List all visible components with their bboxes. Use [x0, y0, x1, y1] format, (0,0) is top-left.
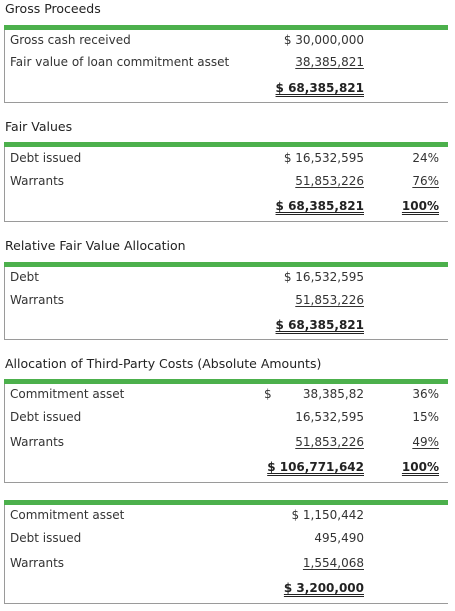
row-percent: 49% — [412, 435, 439, 449]
dollar-sign: $ — [264, 387, 272, 401]
total-amount: $ 68,385,821 — [275, 199, 364, 213]
row-label: Debt — [10, 270, 39, 284]
section-bottom-rule — [4, 221, 448, 222]
section-left-border — [4, 30, 5, 102]
total-percent: 100% — [401, 199, 439, 213]
row-label: Debt issued — [10, 531, 82, 545]
row-amount: 16,532,595 — [295, 410, 364, 424]
row-label: Warrants — [10, 293, 65, 307]
section-bottom-rule — [4, 482, 448, 483]
row-amount: 51,853,226 — [295, 435, 364, 449]
section-left-border — [4, 384, 5, 482]
row-amount: $ 1,150,442 — [291, 508, 364, 522]
gross-proceeds-title: Gross Proceeds — [5, 1, 101, 16]
row-percent: 36% — [412, 387, 439, 401]
relative-allocation-title: Relative Fair Value Allocation — [5, 238, 186, 253]
row-label: Warrants — [10, 435, 65, 449]
section-bottom-rule — [4, 603, 448, 604]
row-amount: $ 16,532,595 — [283, 151, 364, 165]
row-label: Fair value of loan commitment asset — [10, 55, 230, 69]
row-amount: $ 16,532,595 — [283, 270, 364, 284]
row-amount: 38,385,821 — [295, 55, 364, 69]
row-amount: 51,853,226 — [295, 174, 364, 188]
section-left-border — [4, 147, 5, 221]
section-bottom-rule — [4, 339, 448, 340]
row-label: Commitment asset — [10, 387, 125, 401]
row-amount: 38,385,82 — [302, 387, 364, 401]
total-amount: $ 68,385,821 — [275, 318, 364, 332]
total-amount: $ 106,771,642 — [267, 460, 364, 474]
fair-values-title: Fair Values — [5, 119, 73, 134]
row-percent: 24% — [412, 151, 439, 165]
row-amount: 495,490 — [314, 531, 364, 545]
section-bottom-rule — [4, 102, 448, 103]
row-label: Warrants — [10, 174, 65, 188]
row-label: Warrants — [10, 556, 65, 570]
section-left-border — [4, 505, 5, 603]
row-amount: 51,853,226 — [295, 293, 364, 307]
total-percent: 100% — [401, 460, 439, 474]
section-left-border — [4, 267, 5, 339]
total-amount: $ 3,200,000 — [283, 581, 364, 595]
section-accent-bar — [4, 262, 448, 267]
row-percent: 15% — [412, 410, 439, 424]
row-label: Gross cash received — [10, 33, 131, 47]
section-accent-bar — [4, 500, 448, 505]
row-percent: 76% — [412, 174, 439, 188]
total-amount: $ 68,385,821 — [275, 81, 364, 95]
row-label: Commitment asset — [10, 508, 125, 522]
section-accent-bar — [4, 379, 448, 384]
row-amount: 1,554,068 — [302, 556, 364, 570]
row-amount: $ 30,000,000 — [283, 33, 364, 47]
row-label: Debt issued — [10, 410, 82, 424]
third-party-costs-title: Allocation of Third-Party Costs (Absolut… — [5, 356, 322, 371]
section-accent-bar — [4, 142, 448, 147]
row-label: Debt issued — [10, 151, 82, 165]
section-accent-bar — [4, 25, 448, 30]
